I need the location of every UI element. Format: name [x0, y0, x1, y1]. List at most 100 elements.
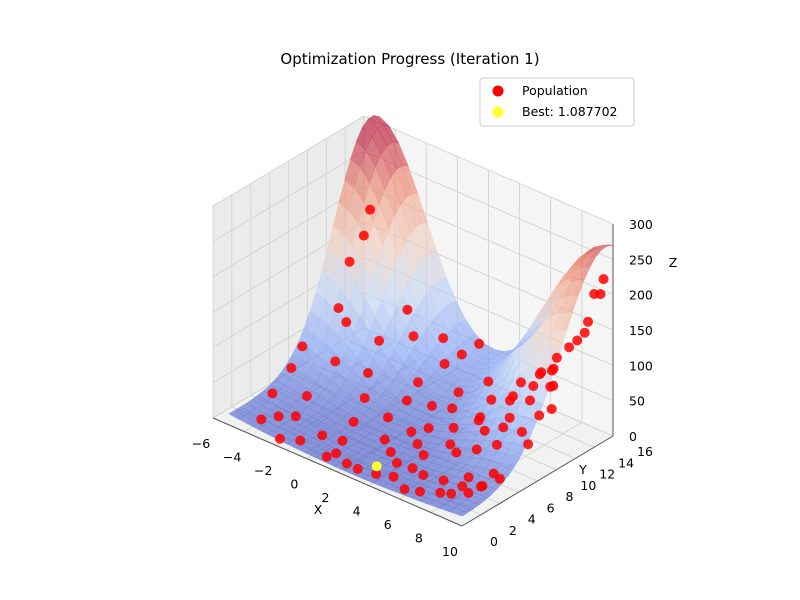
y-tick-label: 2 — [509, 523, 517, 538]
population-point — [401, 395, 412, 406]
legend-frame — [479, 77, 635, 127]
population-point — [275, 433, 285, 444]
legend-marker-population — [492, 85, 504, 97]
population-point — [423, 423, 434, 434]
population-point — [286, 363, 297, 373]
population-point — [546, 365, 557, 376]
population-point — [551, 352, 562, 363]
population-point — [341, 458, 352, 469]
population-point — [256, 414, 267, 425]
population-point — [589, 289, 600, 299]
surface-patch — [373, 114, 390, 127]
population-point — [426, 400, 437, 411]
population-point — [359, 393, 370, 404]
population-point — [474, 338, 485, 349]
population-point — [412, 439, 423, 450]
population-point — [534, 410, 545, 421]
population-point — [438, 333, 449, 344]
population-point — [388, 471, 399, 482]
x-tick-label: 4 — [353, 504, 361, 519]
z-tick-label: 150 — [629, 323, 653, 338]
legend-label-best: Best: 1.087702 — [522, 104, 618, 119]
y-tick-label: 12 — [599, 467, 615, 482]
surface-patch — [450, 300, 467, 323]
population-point — [456, 349, 467, 360]
y-tick-label: 0 — [490, 534, 498, 549]
axis-lines — [212, 224, 614, 527]
population-point — [479, 425, 490, 436]
population-point — [516, 377, 526, 388]
y-axis-label: Y — [578, 462, 587, 477]
population-point — [352, 463, 363, 474]
population-point — [445, 439, 456, 450]
legend-marker-best — [492, 106, 504, 118]
y-tick-label: 4 — [528, 512, 536, 527]
population-point — [583, 316, 593, 327]
x-tick-label: −4 — [223, 450, 241, 465]
population-point — [407, 463, 418, 474]
population-point — [564, 342, 575, 353]
population-point — [402, 304, 413, 315]
z-tick-label: 200 — [629, 288, 653, 303]
population-point — [418, 470, 429, 480]
population-point — [290, 411, 301, 422]
population-point — [337, 435, 348, 446]
population-points — [256, 204, 609, 499]
y-tick-label: 8 — [566, 489, 574, 504]
surface-patch — [584, 246, 600, 255]
legend-label-population: Population — [522, 83, 588, 98]
surface-patch — [545, 293, 562, 313]
tick-labels: −6−4−20246810024681012141605010015020025… — [192, 217, 653, 559]
population-point — [344, 256, 355, 267]
population-point — [379, 434, 390, 445]
population-point — [267, 388, 278, 399]
population-point — [365, 204, 376, 215]
population-point — [546, 404, 557, 414]
population-point — [330, 356, 341, 367]
population-point — [572, 335, 583, 346]
population-point — [516, 426, 527, 437]
z-tick-label: 50 — [629, 394, 645, 409]
population-point — [358, 230, 369, 241]
population-point — [295, 435, 306, 446]
population-point — [363, 368, 373, 378]
population-point — [523, 439, 534, 450]
population-point — [488, 468, 499, 479]
x-tick-label: −6 — [192, 436, 210, 451]
y-tick-label: 16 — [637, 444, 653, 459]
surface-patch — [507, 343, 524, 354]
population-point — [317, 430, 328, 441]
x-tick-label: 6 — [384, 517, 392, 532]
surface-patch — [535, 309, 553, 328]
population-point — [439, 358, 450, 369]
x-axis-label: X — [314, 502, 323, 517]
population-point — [463, 472, 474, 483]
population-point — [438, 475, 449, 486]
population-point — [548, 380, 559, 391]
population-point — [406, 426, 417, 437]
surface-patch — [564, 264, 582, 281]
population-point — [385, 447, 396, 457]
population-point — [486, 394, 497, 405]
population-point — [504, 395, 515, 406]
population-point — [321, 451, 332, 462]
x-tick-label: 8 — [415, 531, 423, 546]
population-point — [471, 444, 482, 455]
x-axis-line — [212, 417, 463, 527]
population-point — [383, 412, 393, 423]
population-point — [528, 381, 539, 391]
population-point — [463, 488, 474, 498]
population-point — [477, 481, 488, 491]
z-axis-label: Z — [669, 255, 678, 270]
population-point — [435, 487, 446, 498]
population-point — [408, 331, 419, 342]
population-point — [448, 422, 459, 433]
population-point — [453, 387, 464, 398]
y-tick-label: 6 — [547, 500, 555, 515]
population-point — [457, 481, 468, 492]
population-point — [333, 303, 344, 314]
population-point — [473, 415, 484, 426]
population-point — [415, 486, 425, 497]
population-point — [598, 274, 609, 285]
population-point — [498, 422, 509, 433]
